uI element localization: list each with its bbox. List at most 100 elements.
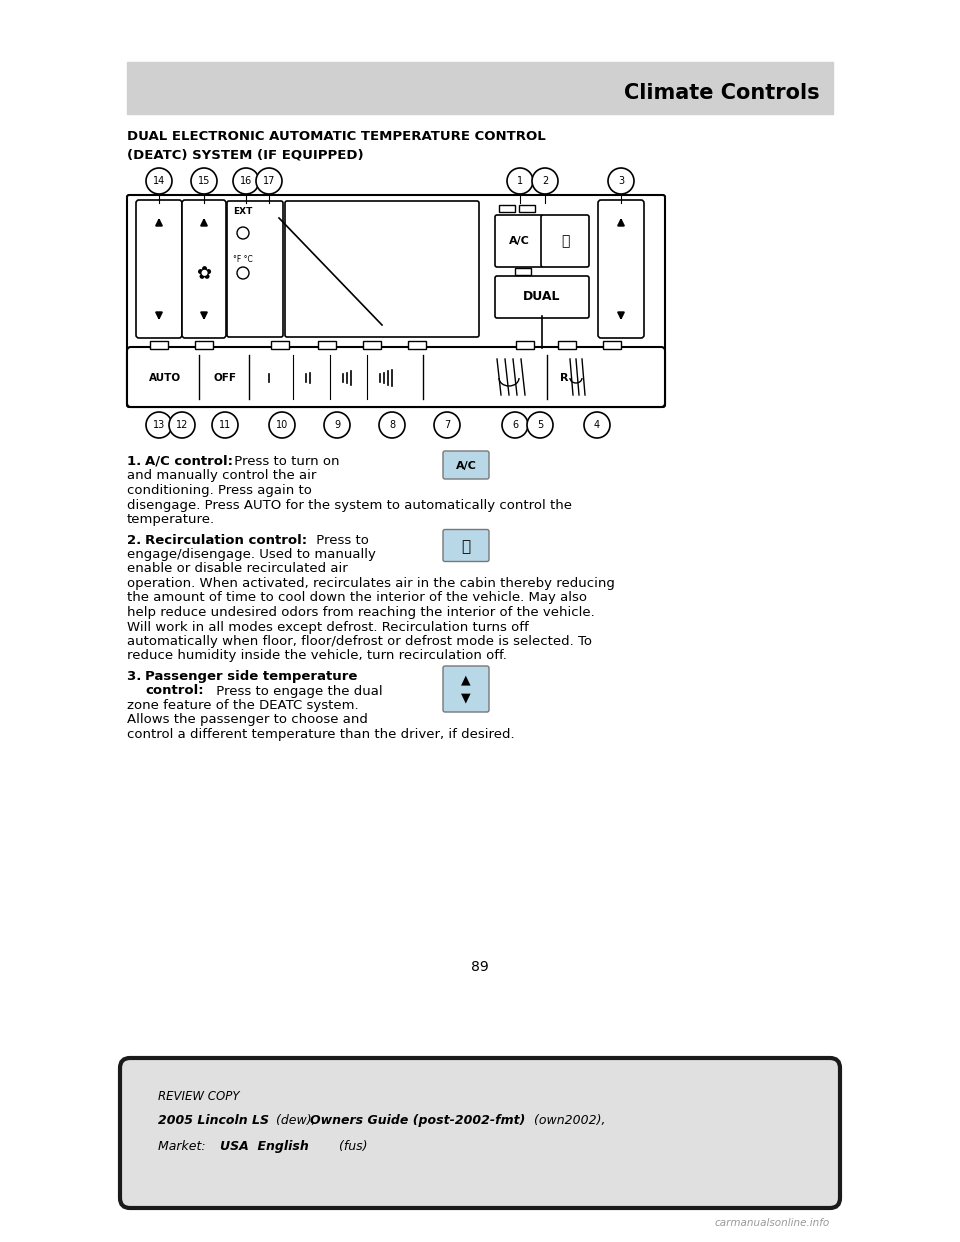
Bar <box>127 62 833 114</box>
Text: help reduce undesired odors from reaching the interior of the vehicle.: help reduce undesired odors from reachin… <box>127 606 595 619</box>
Circle shape <box>191 168 217 194</box>
Text: 2005 Lincoln LS: 2005 Lincoln LS <box>158 1114 269 1126</box>
Bar <box>519 205 535 212</box>
Text: Owners Guide (post-2002-fmt): Owners Guide (post-2002-fmt) <box>310 1114 525 1126</box>
Text: control a different temperature than the driver, if desired.: control a different temperature than the… <box>127 728 515 741</box>
Text: 7: 7 <box>444 421 450 431</box>
FancyBboxPatch shape <box>127 195 665 407</box>
Text: Press to engage the dual: Press to engage the dual <box>212 684 383 698</box>
Text: ▼: ▼ <box>461 692 470 704</box>
Circle shape <box>502 412 528 438</box>
Text: control:: control: <box>145 684 204 698</box>
Text: Market:: Market: <box>158 1140 214 1153</box>
Bar <box>516 342 534 349</box>
Text: 9: 9 <box>334 421 340 431</box>
Bar <box>363 342 381 349</box>
FancyBboxPatch shape <box>443 666 489 712</box>
Text: DUAL ELECTRONIC AUTOMATIC TEMPERATURE CONTROL: DUAL ELECTRONIC AUTOMATIC TEMPERATURE CO… <box>127 130 545 143</box>
Circle shape <box>527 412 553 438</box>
Text: 16: 16 <box>240 176 252 186</box>
Text: 2: 2 <box>541 176 548 186</box>
FancyBboxPatch shape <box>598 200 644 338</box>
Text: 3: 3 <box>618 176 624 186</box>
Text: A/C control:: A/C control: <box>145 455 233 468</box>
FancyBboxPatch shape <box>443 451 489 479</box>
Text: ✿: ✿ <box>197 265 211 283</box>
Text: engage/disengage. Used to manually: engage/disengage. Used to manually <box>127 548 376 561</box>
Text: Press to: Press to <box>312 534 369 546</box>
FancyBboxPatch shape <box>285 201 479 337</box>
Circle shape <box>608 168 634 194</box>
Text: 4: 4 <box>594 421 600 431</box>
FancyBboxPatch shape <box>495 215 543 267</box>
Text: Press to turn on: Press to turn on <box>230 455 340 468</box>
Bar <box>499 205 515 212</box>
Text: (dew),: (dew), <box>272 1114 320 1126</box>
Text: disengage. Press AUTO for the system to automatically control the: disengage. Press AUTO for the system to … <box>127 498 572 512</box>
Text: conditioning. Press again to: conditioning. Press again to <box>127 484 312 497</box>
Text: OFF: OFF <box>213 373 236 383</box>
Text: zone feature of the DEATC system.: zone feature of the DEATC system. <box>127 699 359 712</box>
Text: 13: 13 <box>153 421 165 431</box>
Circle shape <box>434 412 460 438</box>
Text: 3.: 3. <box>127 669 146 683</box>
Text: USA  English: USA English <box>220 1140 309 1153</box>
Text: 5: 5 <box>537 421 543 431</box>
Text: AUTO: AUTO <box>149 373 181 383</box>
FancyBboxPatch shape <box>136 200 182 338</box>
Circle shape <box>324 412 350 438</box>
Text: 10: 10 <box>276 421 288 431</box>
Circle shape <box>233 168 259 194</box>
Bar <box>195 342 213 349</box>
Text: Recirculation control:: Recirculation control: <box>145 534 307 546</box>
Circle shape <box>256 168 282 194</box>
FancyBboxPatch shape <box>495 276 589 318</box>
Text: 🚘: 🚘 <box>561 233 569 248</box>
FancyBboxPatch shape <box>120 1058 840 1208</box>
Text: 1.: 1. <box>127 455 146 468</box>
FancyBboxPatch shape <box>182 200 226 338</box>
Circle shape <box>379 412 405 438</box>
Circle shape <box>584 412 610 438</box>
Text: 8: 8 <box>389 421 396 431</box>
FancyBboxPatch shape <box>227 201 283 337</box>
Text: and manually control the air: and manually control the air <box>127 469 317 482</box>
Text: 15: 15 <box>198 176 210 186</box>
Text: 6: 6 <box>512 421 518 431</box>
Text: (DEATC) SYSTEM (IF EQUIPPED): (DEATC) SYSTEM (IF EQUIPPED) <box>127 148 364 161</box>
Text: Climate Controls: Climate Controls <box>624 83 820 103</box>
Text: 1: 1 <box>516 176 523 186</box>
FancyBboxPatch shape <box>127 347 665 407</box>
Text: 14: 14 <box>153 176 165 186</box>
Bar <box>271 342 289 349</box>
Text: °F °C: °F °C <box>233 255 252 265</box>
Circle shape <box>169 412 195 438</box>
Text: Passenger side temperature: Passenger side temperature <box>145 669 357 683</box>
Text: R: R <box>560 373 568 383</box>
Bar <box>408 342 426 349</box>
Text: 🚘: 🚘 <box>462 539 470 554</box>
Text: ▲: ▲ <box>461 673 470 687</box>
Text: A/C: A/C <box>509 236 529 246</box>
Text: (own2002),: (own2002), <box>530 1114 606 1126</box>
Text: DUAL: DUAL <box>523 291 561 303</box>
Bar <box>318 342 336 349</box>
FancyBboxPatch shape <box>541 215 589 267</box>
Circle shape <box>146 412 172 438</box>
Text: REVIEW COPY: REVIEW COPY <box>158 1090 239 1103</box>
Text: carmanualsonline.info: carmanualsonline.info <box>715 1218 830 1228</box>
Bar <box>558 342 576 349</box>
Circle shape <box>507 168 533 194</box>
Text: 12: 12 <box>176 421 188 431</box>
Text: A/C: A/C <box>456 461 476 471</box>
Text: 17: 17 <box>263 176 276 186</box>
Circle shape <box>212 412 238 438</box>
FancyBboxPatch shape <box>443 529 489 561</box>
Text: EXT: EXT <box>233 207 252 216</box>
Bar <box>150 342 168 349</box>
Text: (fus): (fus) <box>335 1140 368 1153</box>
Text: enable or disable recirculated air: enable or disable recirculated air <box>127 563 348 575</box>
Text: 89: 89 <box>471 960 489 974</box>
Circle shape <box>532 168 558 194</box>
Bar <box>603 342 621 349</box>
